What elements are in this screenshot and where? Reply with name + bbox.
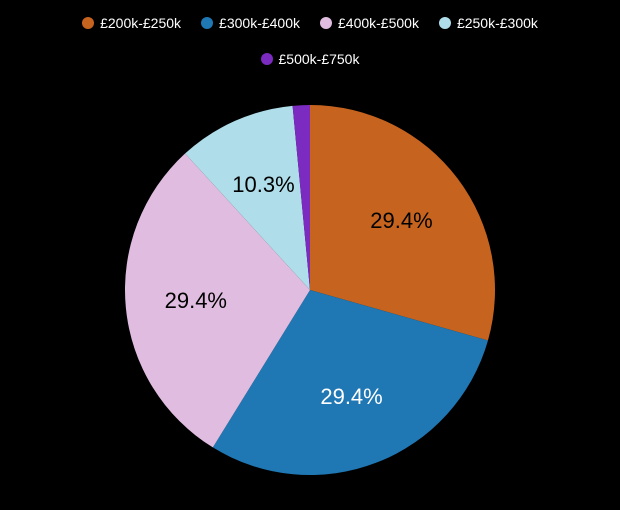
pie-slice-label-0: 29.4% — [370, 208, 432, 233]
legend-item-1: £300k-£400k — [201, 15, 300, 31]
legend-label-4: £500k-£750k — [279, 51, 360, 67]
legend-item-4: £500k-£750k — [261, 51, 360, 67]
pie-slice-label-3: 10.3% — [232, 172, 294, 197]
pie-chart-container: 29.4% 29.4% 29.4% 10.3% — [0, 75, 620, 510]
legend-marker-3 — [439, 17, 451, 29]
legend-label-1: £300k-£400k — [219, 15, 300, 31]
legend-marker-4 — [261, 53, 273, 65]
legend-row-2: £500k-£750k — [40, 51, 580, 67]
legend-label-3: £250k-£300k — [457, 15, 538, 31]
legend-item-0: £200k-£250k — [82, 15, 181, 31]
legend-marker-2 — [320, 17, 332, 29]
pie-slice-label-1: 29.4% — [320, 384, 382, 409]
legend: £200k-£250k £300k-£400k £400k-£500k £250… — [0, 0, 620, 72]
pie-slice-label-2: 29.4% — [165, 288, 227, 313]
legend-marker-0 — [82, 17, 94, 29]
pie-chart: 29.4% 29.4% 29.4% 10.3% — [0, 75, 620, 510]
legend-marker-1 — [201, 17, 213, 29]
legend-label-0: £200k-£250k — [100, 15, 181, 31]
legend-label-2: £400k-£500k — [338, 15, 419, 31]
legend-item-3: £250k-£300k — [439, 15, 538, 31]
legend-item-2: £400k-£500k — [320, 15, 419, 31]
legend-row-1: £200k-£250k £300k-£400k £400k-£500k £250… — [40, 15, 580, 31]
